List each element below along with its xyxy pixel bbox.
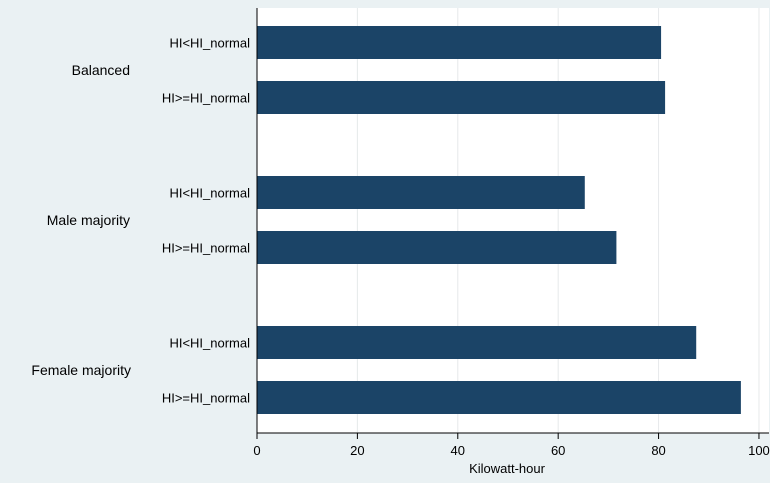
bars bbox=[257, 26, 741, 414]
bar-label: HI<HI_normal bbox=[169, 186, 250, 201]
bar bbox=[257, 81, 666, 114]
bar bbox=[257, 381, 741, 414]
category-labels: HI<HI_normal HI>=HI_normal Balanced HI<HI_n… bbox=[31, 36, 250, 406]
group-label: Balanced bbox=[72, 62, 130, 78]
bar-label: HI<HI_normal bbox=[169, 336, 250, 351]
group-label: Female majority bbox=[31, 362, 131, 378]
x-tick-label: 100 bbox=[748, 443, 770, 458]
x-axis-ticks: 0 20 40 60 80 100 bbox=[253, 433, 770, 458]
bar bbox=[257, 26, 662, 59]
bar-label: HI<HI_normal bbox=[169, 36, 250, 51]
x-tick-label: 60 bbox=[551, 443, 565, 458]
x-axis-title: Kilowatt-hour bbox=[469, 461, 546, 476]
group-label: Male majority bbox=[47, 212, 130, 228]
x-tick-label: 80 bbox=[651, 443, 665, 458]
gridlines bbox=[356, 8, 760, 433]
bar bbox=[257, 176, 585, 209]
bar-label: HI>=HI_normal bbox=[162, 91, 250, 106]
x-tick-label: 20 bbox=[350, 443, 364, 458]
x-tick-label: 40 bbox=[451, 443, 465, 458]
bar-label: HI>=HI_normal bbox=[162, 391, 250, 406]
bar bbox=[257, 231, 617, 264]
bar-label: HI>=HI_normal bbox=[162, 241, 250, 256]
x-tick-label: 0 bbox=[253, 443, 260, 458]
plot-area bbox=[257, 8, 769, 433]
bar bbox=[257, 326, 697, 359]
